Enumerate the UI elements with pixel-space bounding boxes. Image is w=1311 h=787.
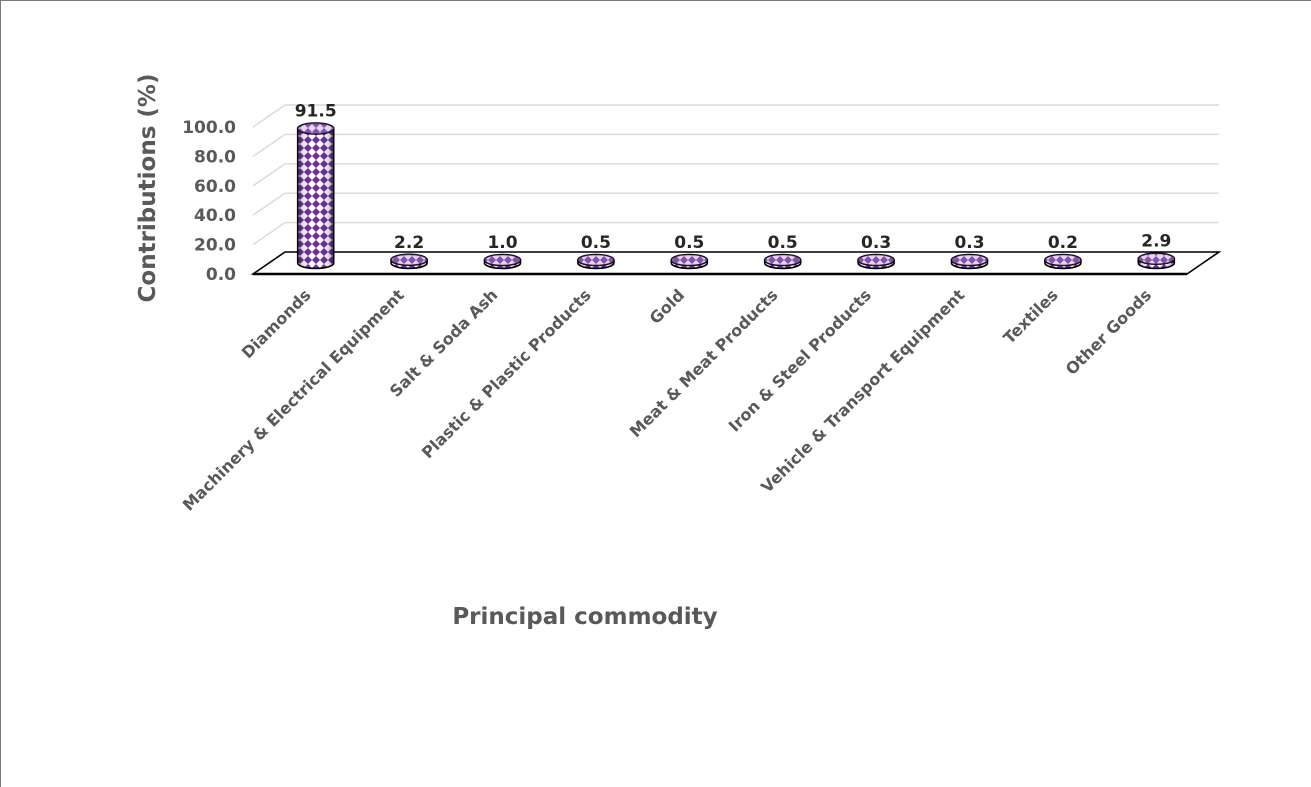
category-label: Textiles xyxy=(1000,285,1062,347)
bar-top-tint xyxy=(391,254,428,266)
data-label: 0.3 xyxy=(861,233,891,253)
category-label: Other Goods xyxy=(1062,285,1155,378)
data-label: 0.5 xyxy=(768,233,798,253)
y-tick-label: 100.0 xyxy=(182,118,236,138)
bar-top-tint xyxy=(858,254,895,266)
y-tick-label: 0.0 xyxy=(206,265,236,285)
bar-top xyxy=(950,253,989,267)
category-label: Plastic & Plastic Products xyxy=(418,285,595,462)
bar-8 xyxy=(950,253,989,270)
y-tick-label: 40.0 xyxy=(194,206,236,226)
x-axis-title: Principal commodity xyxy=(452,604,717,630)
bar-shade xyxy=(297,128,334,269)
bar-top-tint xyxy=(671,254,708,266)
side-gridline xyxy=(252,104,286,128)
bar-top xyxy=(670,253,709,267)
data-label: 1.0 xyxy=(487,233,517,253)
data-label: 0.3 xyxy=(954,233,984,253)
bar-7 xyxy=(857,253,895,270)
bar-5 xyxy=(670,253,709,270)
y-tick-label: 20.0 xyxy=(194,236,236,256)
bar-top xyxy=(857,253,895,267)
side-gridline xyxy=(252,222,286,246)
side-gridline xyxy=(252,192,286,216)
data-label: 2.9 xyxy=(1141,232,1171,252)
category-label: Diamonds xyxy=(238,285,315,362)
data-label: 0.5 xyxy=(674,233,704,253)
category-label: Vehicle & Transport Equipment xyxy=(757,285,968,496)
bar-1 xyxy=(296,122,335,270)
bar-top xyxy=(577,253,615,267)
bar-9 xyxy=(1044,253,1082,270)
data-label: 2.2 xyxy=(394,233,424,253)
bar-top xyxy=(1044,253,1082,267)
category-label: Gold xyxy=(646,285,688,327)
side-gridline xyxy=(252,133,286,157)
category-label: Meat & Meat Products xyxy=(626,285,782,441)
bar-top xyxy=(390,253,428,267)
bar-top-tint xyxy=(1138,253,1175,265)
bar-top xyxy=(296,122,335,135)
y-tick-label: 60.0 xyxy=(194,177,236,197)
bar-top-tint xyxy=(484,254,521,266)
bar-top xyxy=(763,253,802,267)
bars xyxy=(296,122,1176,270)
y-axis-ticks: 0.0 20.0 40.0 60.0 80.0 100.0 xyxy=(182,118,236,285)
data-label: 91.5 xyxy=(295,101,337,121)
bar-top xyxy=(1137,252,1176,266)
bar-top-tint xyxy=(951,254,988,266)
bar-top-tint xyxy=(1044,254,1081,266)
bar-top xyxy=(483,253,522,267)
data-labels: 91.5 2.2 1.0 0.5 0.5 0.5 0.3 0.3 0.2 2.9 xyxy=(295,101,1172,253)
bar-2 xyxy=(390,253,428,270)
bar-6 xyxy=(763,253,802,270)
bar-top-tint xyxy=(297,122,334,134)
y-axis-title: Contributions (%) xyxy=(135,74,161,303)
bar-3 xyxy=(483,253,522,270)
bar-top-tint xyxy=(577,254,614,266)
bar-4 xyxy=(577,253,615,270)
data-label: 0.2 xyxy=(1048,233,1078,253)
side-gridline xyxy=(252,163,286,187)
bar-10 xyxy=(1137,252,1176,270)
bar-top-tint xyxy=(764,254,801,266)
y-tick-label: 80.0 xyxy=(194,147,236,167)
data-label: 0.5 xyxy=(581,233,611,253)
